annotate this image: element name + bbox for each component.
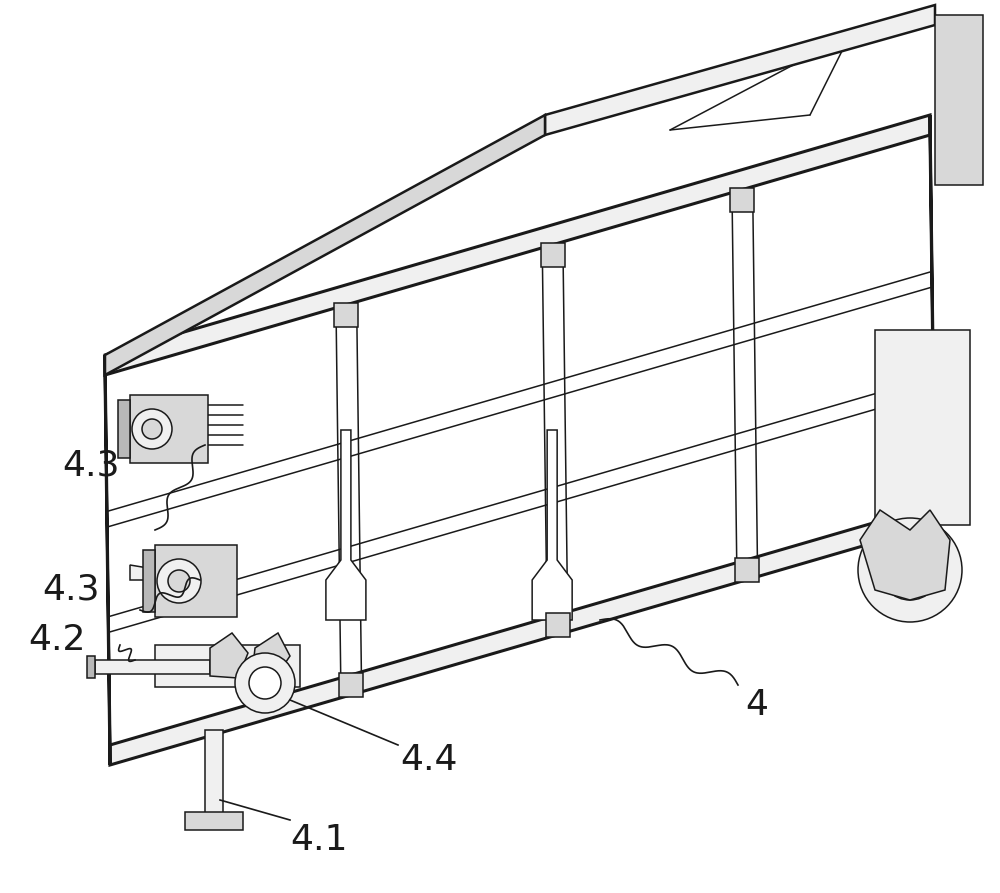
Polygon shape xyxy=(860,510,950,600)
Polygon shape xyxy=(252,633,290,678)
Polygon shape xyxy=(105,355,110,765)
Polygon shape xyxy=(735,557,759,581)
Polygon shape xyxy=(148,430,186,457)
Circle shape xyxy=(235,653,295,713)
Circle shape xyxy=(132,409,172,449)
Polygon shape xyxy=(143,550,155,612)
Polygon shape xyxy=(185,812,243,830)
Polygon shape xyxy=(105,115,930,375)
Polygon shape xyxy=(110,505,935,765)
Text: 4: 4 xyxy=(745,688,768,722)
Polygon shape xyxy=(546,613,570,637)
Text: 4.4: 4.4 xyxy=(400,743,458,777)
Polygon shape xyxy=(155,545,237,617)
Circle shape xyxy=(142,419,162,439)
Polygon shape xyxy=(326,430,366,620)
Polygon shape xyxy=(130,395,208,463)
Polygon shape xyxy=(875,330,970,525)
Text: 4.1: 4.1 xyxy=(290,823,348,857)
Circle shape xyxy=(157,559,201,603)
Polygon shape xyxy=(532,430,572,620)
Circle shape xyxy=(858,518,962,622)
Polygon shape xyxy=(930,115,935,525)
Text: 4.3: 4.3 xyxy=(42,573,100,607)
Circle shape xyxy=(880,540,940,600)
Polygon shape xyxy=(334,303,358,327)
Circle shape xyxy=(249,667,281,699)
Circle shape xyxy=(168,570,190,592)
Polygon shape xyxy=(148,557,193,588)
Polygon shape xyxy=(205,730,223,820)
Polygon shape xyxy=(87,656,95,678)
Polygon shape xyxy=(130,439,148,453)
Polygon shape xyxy=(935,15,983,185)
Text: 4.3: 4.3 xyxy=(62,448,120,482)
Polygon shape xyxy=(105,135,935,765)
Polygon shape xyxy=(118,400,130,458)
Polygon shape xyxy=(730,188,754,212)
Polygon shape xyxy=(210,633,248,678)
Polygon shape xyxy=(545,5,935,135)
Polygon shape xyxy=(95,660,210,674)
Polygon shape xyxy=(155,645,300,687)
Polygon shape xyxy=(339,672,363,697)
Text: 4.2: 4.2 xyxy=(28,623,86,657)
Polygon shape xyxy=(105,115,545,375)
Polygon shape xyxy=(130,565,148,580)
Polygon shape xyxy=(541,243,565,267)
